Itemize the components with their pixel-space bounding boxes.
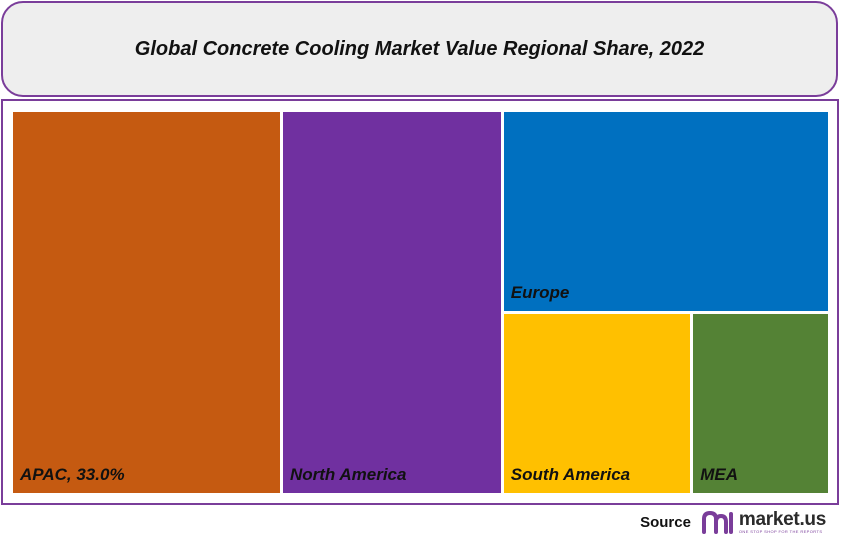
brand-name: market.us bbox=[738, 509, 826, 530]
treemap-tile-north-america: North America bbox=[282, 112, 501, 493]
treemap-tile-label: South America bbox=[510, 464, 631, 484]
treemap-tile-south-america: South America bbox=[503, 313, 691, 493]
treemap-tile-label: APAC, 33.0% bbox=[20, 465, 125, 484]
brand-tagline: ONE STOP SHOP FOR THE REPORTS bbox=[738, 529, 823, 534]
market-us-logo-icon bbox=[701, 510, 733, 534]
treemap-tile-europe: Europe bbox=[503, 112, 828, 311]
source-label: Source bbox=[640, 513, 691, 531]
treemap-tile-label: North America bbox=[289, 465, 407, 484]
treemap: APAC, 33.0% North America Europe South Amer… bbox=[3, 101, 837, 503]
chart-title: Global Concrete Cooling Market Value Reg… bbox=[134, 37, 705, 60]
market-us-logo: market.us ONE STOP SHOP FOR THE REPORTS bbox=[701, 510, 826, 534]
chart-title-box: Global Concrete Cooling Market Value Reg… bbox=[1, 1, 838, 97]
treemap-tile-label: Europe bbox=[510, 282, 570, 302]
source-attribution: Source market.us ONE STOP SHOP FOR THE R… bbox=[640, 510, 826, 534]
treemap-frame: APAC, 33.0% North America Europe South Amer… bbox=[1, 99, 839, 505]
treemap-tile-mea: MEA bbox=[693, 313, 828, 493]
treemap-tile-apac: APAC, 33.0% bbox=[13, 112, 280, 493]
treemap-tile-label: MEA bbox=[700, 464, 738, 484]
